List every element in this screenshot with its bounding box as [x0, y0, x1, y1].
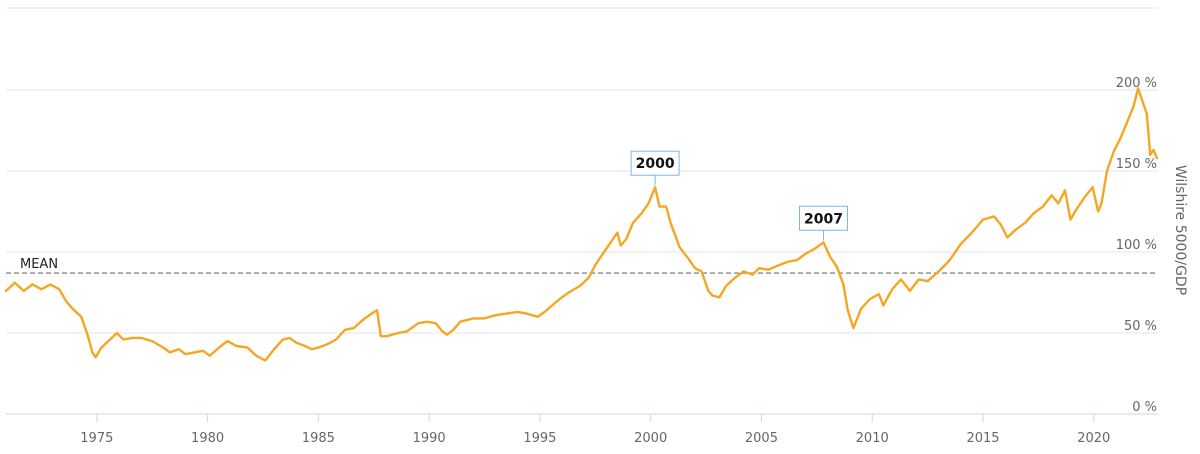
annotation-2007: 2007 — [798, 205, 848, 241]
annotation-box — [630, 150, 680, 176]
x-tick-label: 1975 — [80, 431, 113, 446]
x-tick-label: 2015 — [966, 431, 999, 446]
y-tick-label: 150 % — [1116, 157, 1157, 172]
mean-label: MEAN — [20, 257, 58, 272]
y-axis-title: Wilshire 5000/GDP — [1172, 165, 1188, 295]
x-tick-label: 1980 — [191, 431, 224, 446]
x-axis: 1975 1980 1985 1990 1995 2000 2005 2010 2015 2020 — [6, 413, 1158, 446]
x-tick-label: 1990 — [413, 431, 446, 446]
series-line-0 — [4, 87, 1159, 362]
y-tick-label: 50 % — [1124, 319, 1157, 334]
mean-reference: MEAN — [6, 257, 1158, 274]
x-tick-label: 2005 — [745, 431, 778, 446]
y-tick-label: 200 % — [1116, 76, 1157, 91]
y-tick-label: 0 % — [1132, 400, 1157, 415]
series-layer — [4, 87, 1159, 362]
x-tick-label: 2020 — [1077, 431, 1110, 446]
x-tick-label: 1985 — [302, 431, 335, 446]
annotation-label: 2000 — [636, 156, 675, 172]
y-axis: 0 % 50 % 100 % 150 % 200 % — [1116, 76, 1157, 415]
annotation-box — [798, 205, 848, 231]
x-tick-label: 2000 — [634, 431, 667, 446]
annotations: 2000 2007 — [630, 150, 848, 241]
annotation-label: 2007 — [804, 211, 843, 227]
annotation-2000: 2000 — [630, 150, 680, 186]
x-tick-label: 1995 — [523, 431, 556, 446]
x-tick-label: 2010 — [856, 431, 889, 446]
y-tick-label: 100 % — [1116, 238, 1157, 253]
grid-lines — [6, 89, 1158, 334]
